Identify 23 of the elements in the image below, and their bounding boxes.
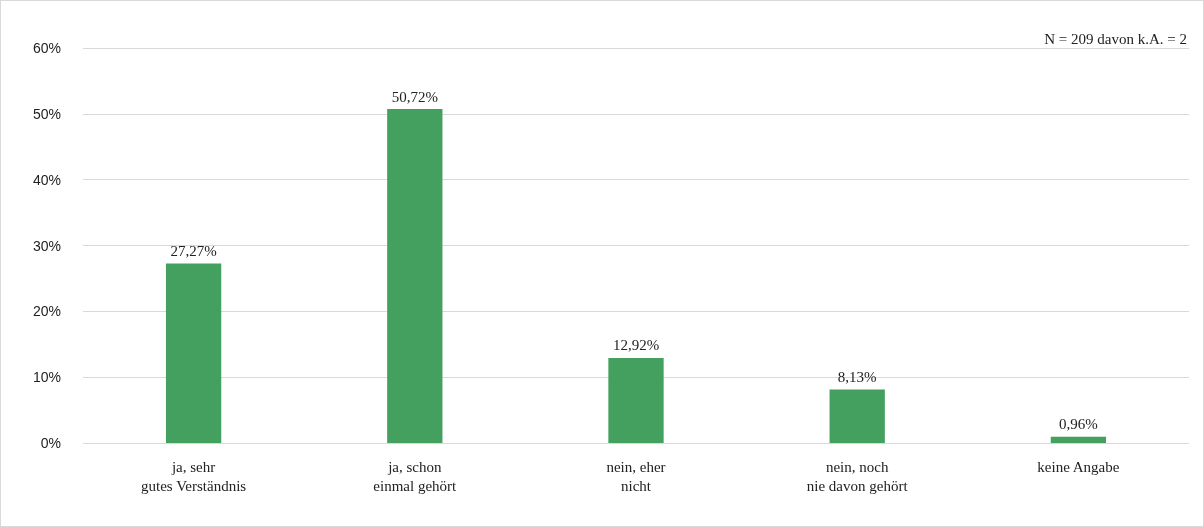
x-tick-label: nein, noch nie davon gehört [806, 458, 909, 494]
bar [608, 357, 664, 443]
bar [165, 263, 222, 443]
data-label: 50,72% [391, 88, 438, 105]
bar [1050, 436, 1107, 443]
data-label: 12,92% [612, 337, 660, 354]
y-tick-label: 20% [32, 303, 61, 320]
x-tick-label: ja, schon einmal gehört [373, 458, 458, 494]
data-label: 27,27% [170, 242, 217, 259]
text: N = 209 davon k.A. = 2 [1044, 30, 1188, 47]
bar [829, 389, 885, 443]
data-label: 8,13% [837, 368, 877, 385]
y-tick-label: 10% [32, 369, 61, 386]
y-tick-label: 60% [32, 40, 61, 56]
x-tick-label: ja, sehr gutes Verständnis [141, 458, 247, 494]
y-tick-label: 0% [40, 435, 61, 451]
data-label: 0,96% [1059, 416, 1098, 433]
y-tick-label: 50% [32, 105, 61, 122]
x-tick-label: keine Angabe [1037, 458, 1120, 475]
x-tick-label: nein, eher nicht [606, 458, 666, 494]
bar [387, 109, 443, 443]
y-tick-label: 30% [32, 237, 61, 254]
y-tick-label: 40% [32, 171, 61, 188]
